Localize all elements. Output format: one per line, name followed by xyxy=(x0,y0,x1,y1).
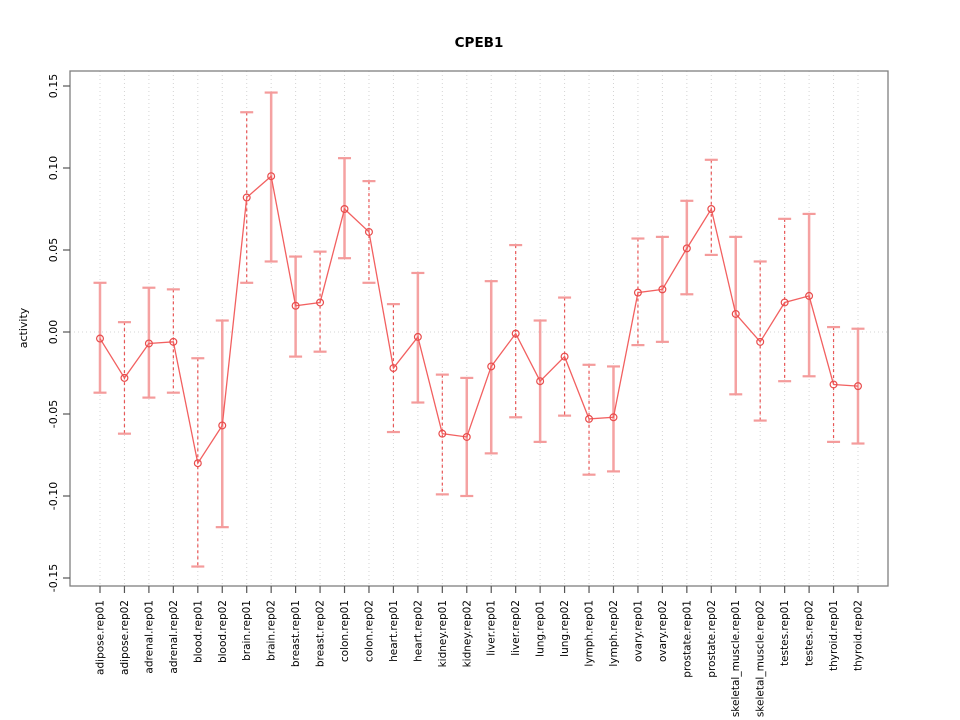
x-tick-label: adrenal.rep01 xyxy=(143,600,155,674)
data-point xyxy=(218,421,227,430)
x-tick-label: blood.rep01 xyxy=(192,600,204,663)
data-point xyxy=(413,332,422,341)
x-tick-label: blood.rep02 xyxy=(217,600,229,663)
x-tick-label: liver.rep01 xyxy=(486,600,498,656)
data-point xyxy=(853,382,862,391)
x-tick-label: testes.rep02 xyxy=(804,600,816,666)
data-point xyxy=(462,432,471,441)
data-point xyxy=(291,301,300,310)
data-point xyxy=(756,337,765,346)
data-point xyxy=(144,339,153,348)
data-point xyxy=(829,380,838,389)
data-point xyxy=(120,373,129,382)
x-tick-label: ovary.rep01 xyxy=(632,600,644,662)
data-point xyxy=(340,205,349,214)
data-point xyxy=(682,244,691,253)
y-tick-label: -0.05 xyxy=(47,400,60,428)
x-tick-label: adipose.rep01 xyxy=(95,600,107,675)
x-tick-label: breast.rep02 xyxy=(315,600,327,667)
x-tick-label: liver.rep02 xyxy=(510,600,522,656)
data-point xyxy=(658,285,667,294)
data-point xyxy=(389,364,398,373)
x-tick-label: brain.rep02 xyxy=(266,600,278,661)
data-point xyxy=(731,309,740,318)
x-tick-label: skeletal_muscle.rep01 xyxy=(730,600,742,717)
y-tick-label: -0.10 xyxy=(47,482,60,510)
grid-layer xyxy=(70,71,888,586)
data-point xyxy=(316,298,325,307)
data-point xyxy=(169,337,178,346)
x-tick-label: brain.rep01 xyxy=(241,600,253,661)
data-point xyxy=(536,377,545,386)
x-tick-label: heart.rep01 xyxy=(388,600,400,662)
data-point xyxy=(609,413,618,422)
x-tick-label: thyroid.rep01 xyxy=(828,600,840,671)
x-tick-label: testes.rep01 xyxy=(779,600,791,666)
data-point xyxy=(805,291,814,300)
plot-frame xyxy=(69,70,889,587)
x-tick-label: ovary.rep02 xyxy=(657,600,669,662)
x-tick-label: lymph.rep02 xyxy=(608,600,620,667)
x-tick-label: breast.rep01 xyxy=(290,600,302,667)
x-tick-label: lung.rep01 xyxy=(535,600,547,657)
x-tick-label: lymph.rep01 xyxy=(584,600,596,667)
x-tick-label: lung.rep02 xyxy=(559,600,571,657)
data-point xyxy=(267,172,276,181)
x-tick-label: thyroid.rep02 xyxy=(853,600,865,671)
plot-box xyxy=(69,70,889,587)
series-layer xyxy=(93,91,865,568)
data-point xyxy=(511,329,520,338)
y-tick-label: 0.05 xyxy=(47,238,60,263)
x-tick-label: kidney.rep01 xyxy=(437,600,449,667)
x-tick-label: prostate.rep02 xyxy=(706,600,718,678)
x-tick-label: colon.rep02 xyxy=(363,600,375,662)
data-point xyxy=(560,352,569,361)
data-point xyxy=(633,288,642,297)
data-point xyxy=(438,429,447,438)
y-tick-label: 0.00 xyxy=(47,320,60,345)
series-line xyxy=(99,174,859,465)
y-tick-label: 0.15 xyxy=(47,74,60,99)
data-point xyxy=(487,362,496,371)
x-tick-label: adrenal.rep02 xyxy=(168,600,180,674)
data-point xyxy=(364,227,373,236)
data-point xyxy=(242,193,251,202)
data-point xyxy=(707,205,716,214)
x-tick-label: prostate.rep01 xyxy=(681,600,693,678)
y-tick-label: 0.10 xyxy=(47,156,60,181)
data-point xyxy=(780,298,789,307)
x-tick-label: kidney.rep02 xyxy=(461,600,473,667)
y-tick-label: -0.15 xyxy=(47,564,60,592)
data-point xyxy=(95,334,104,343)
x-tick-label: colon.rep01 xyxy=(339,600,351,662)
data-point xyxy=(193,459,202,468)
x-tick-label: adipose.rep02 xyxy=(119,600,131,675)
x-tick-label: heart.rep02 xyxy=(412,600,424,662)
data-point xyxy=(585,414,594,423)
axis-layer: -0.15 -0.10 -0.05 0.00 0.05 0.10 0.15 adipose.r… xyxy=(47,74,865,717)
x-tick-label: skeletal_muscle.rep02 xyxy=(755,600,767,717)
chart-title: CPEB1 xyxy=(455,35,504,51)
y-axis-label: activity xyxy=(17,307,30,348)
